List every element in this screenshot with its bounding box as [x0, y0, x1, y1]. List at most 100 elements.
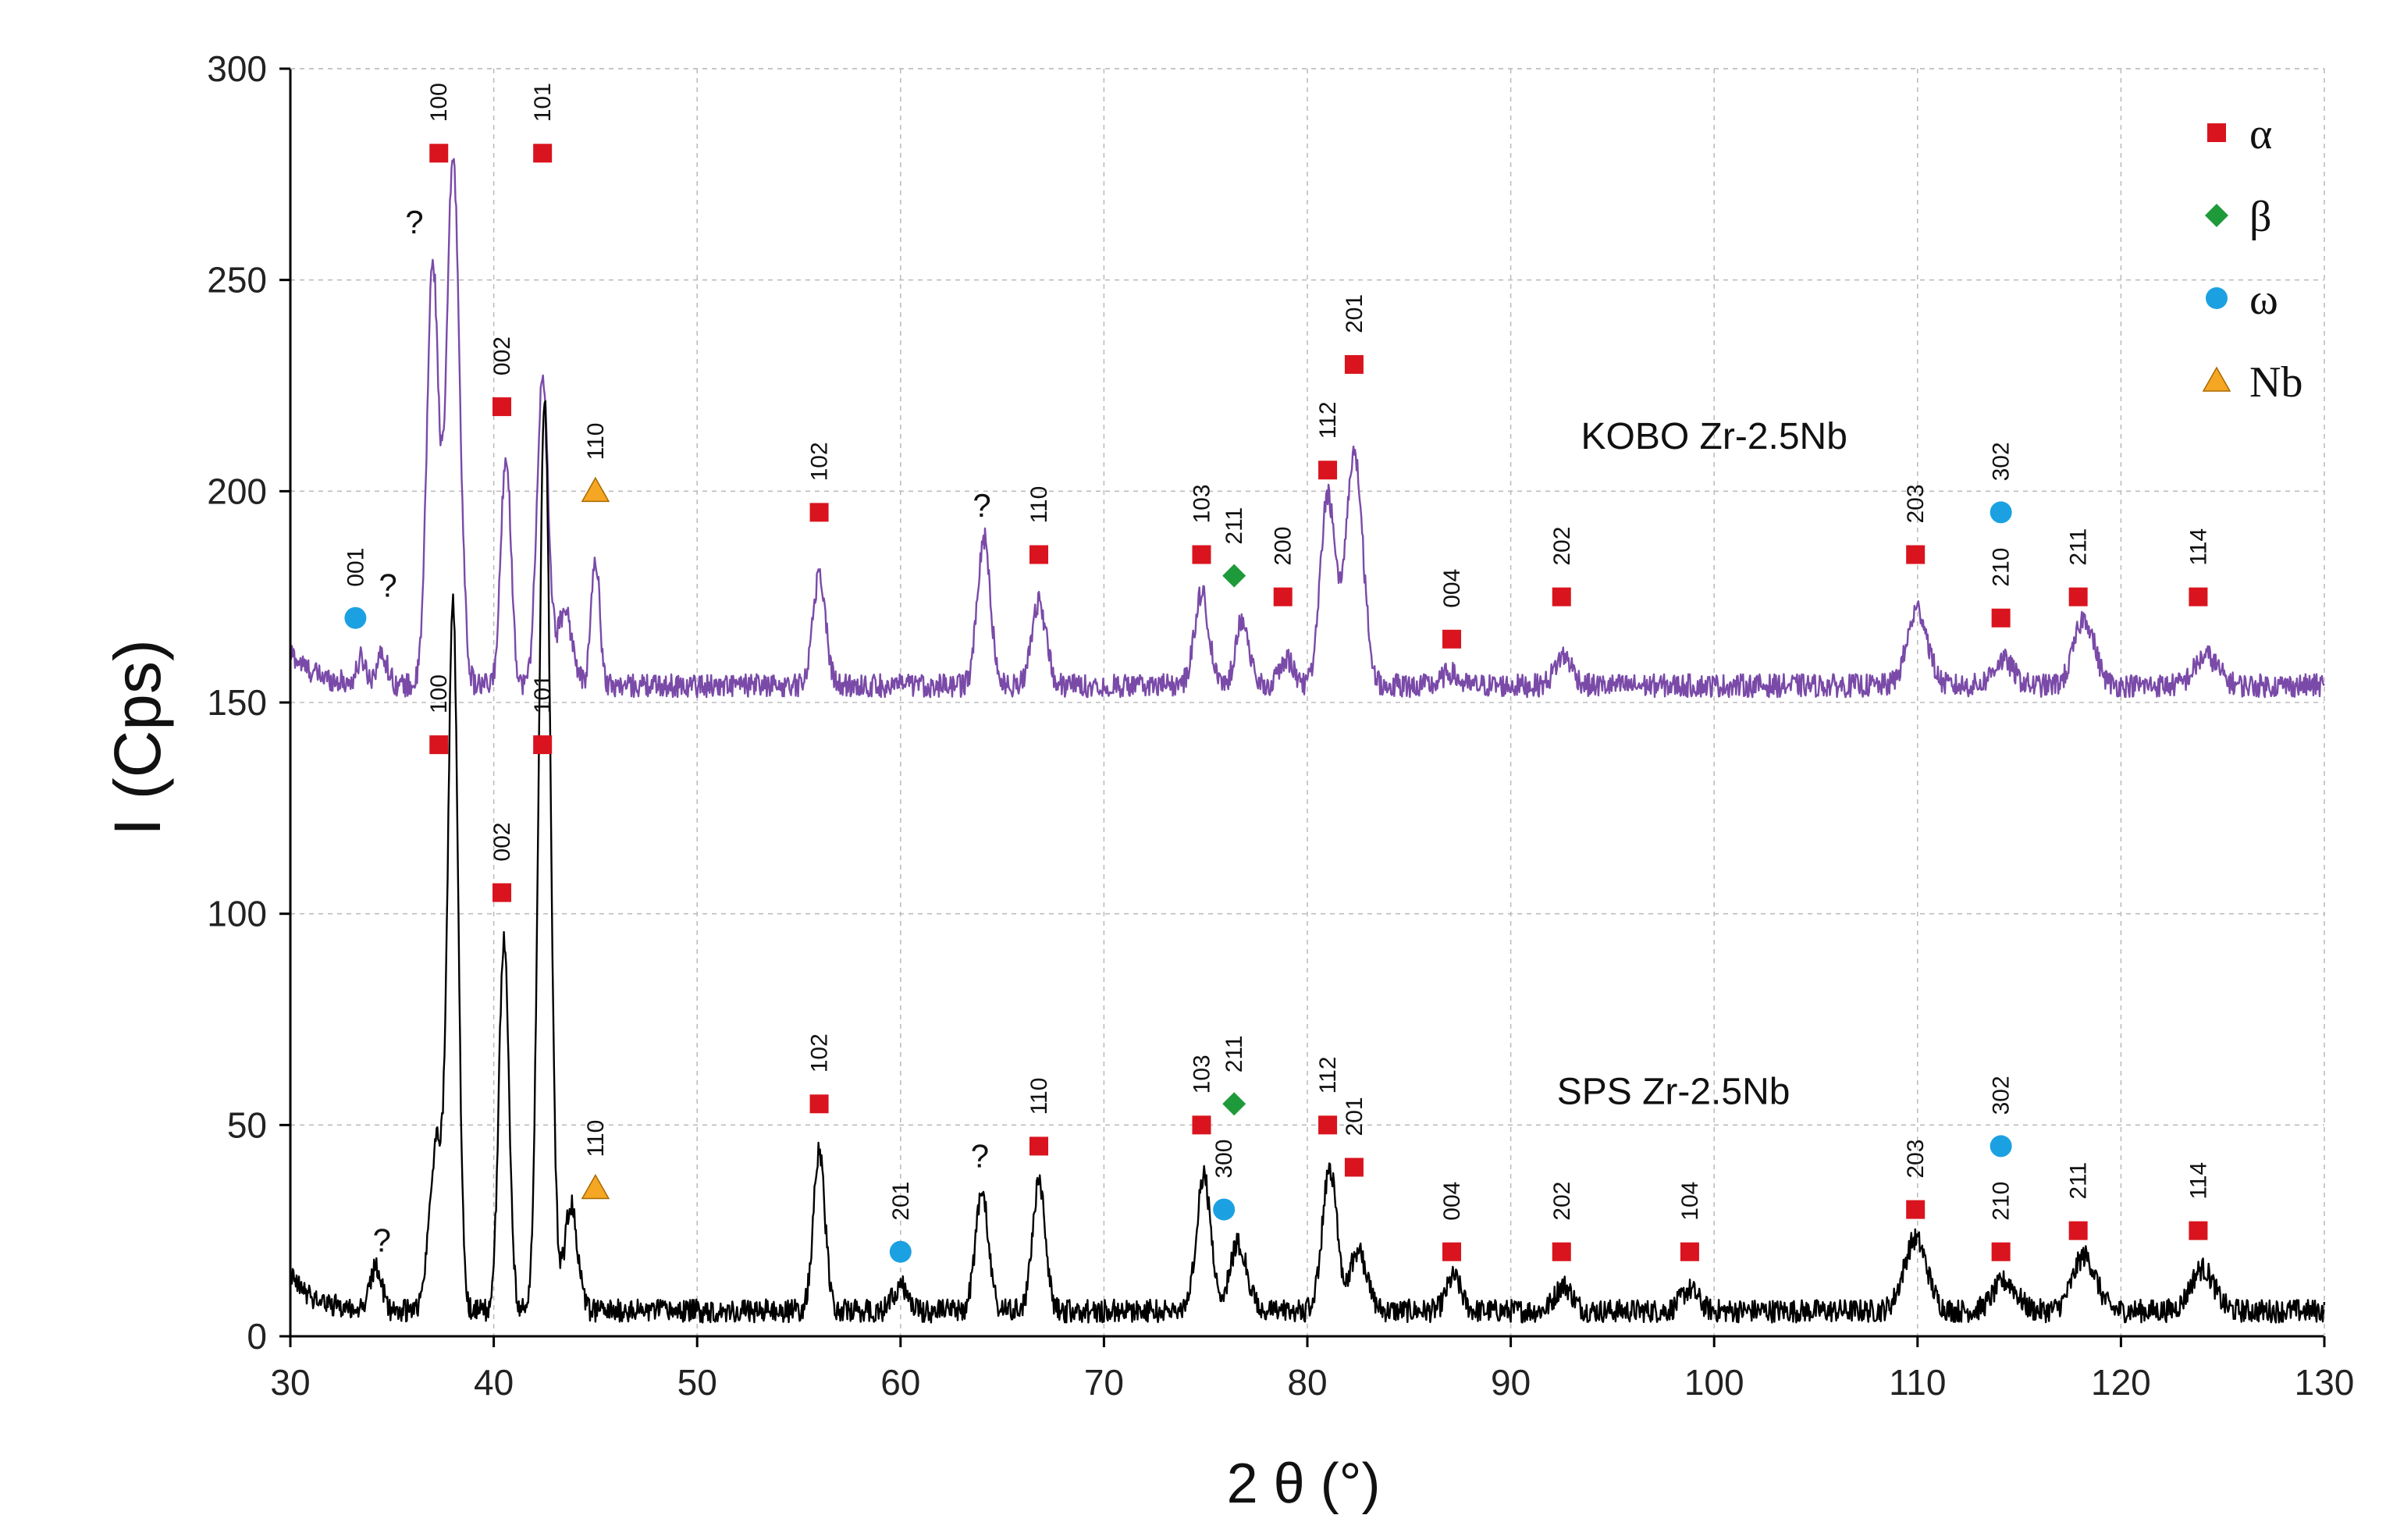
hkl-label: 211	[2066, 528, 2092, 566]
hkl-label: 203	[1903, 484, 1929, 523]
hkl-label: 110	[1026, 486, 1052, 524]
hkl-label: 114	[2185, 528, 2211, 566]
hkl-label: 201	[1342, 294, 1367, 333]
omega-marker	[1990, 501, 2012, 524]
hkl-label: 104	[1677, 1182, 1703, 1221]
hkl-label: 211	[2066, 1162, 2092, 1200]
hkl-label: 112	[1315, 401, 1341, 439]
alpha-marker	[429, 735, 449, 755]
hkl-label: 110	[583, 423, 609, 461]
y-tick-label: 150	[207, 682, 267, 723]
legend-label: α	[2249, 110, 2272, 158]
x-axis-title: 2 θ (°)	[1227, 1453, 1381, 1515]
x-tick-label: 100	[1684, 1362, 1744, 1403]
alpha-marker	[1680, 1242, 1699, 1261]
y-tick-label: 300	[207, 48, 267, 89]
alpha-marker	[1318, 461, 1338, 480]
omega-marker	[1990, 1135, 2012, 1158]
beta-marker	[1222, 564, 1246, 588]
hkl-label: 210	[1989, 548, 2014, 587]
hkl-label: 202	[1549, 527, 1575, 566]
alpha-marker	[1192, 1115, 1211, 1135]
hkl-label: 201	[1342, 1097, 1367, 1136]
x-tick-label: 60	[880, 1362, 920, 1403]
series-lines	[289, 158, 2326, 1324]
x-tick-label: 70	[1084, 1362, 1124, 1403]
hkl-label: 302	[1989, 1076, 2014, 1115]
x-tick-label: 30	[270, 1362, 310, 1403]
hkl-label: 002	[489, 823, 515, 862]
alpha-marker	[1318, 1115, 1338, 1135]
nb-marker	[581, 476, 610, 503]
alpha-marker	[492, 883, 512, 902]
alpha-marker	[1442, 1242, 1462, 1261]
hkl-label: 110	[1026, 1078, 1052, 1115]
hkl-label: 103	[1189, 484, 1214, 523]
hkl-label: 102	[807, 442, 833, 481]
unknown-peak-mark: ?	[971, 1137, 989, 1174]
y-tick-label: 100	[207, 894, 267, 934]
alpha-marker	[1552, 587, 1571, 606]
alpha-marker	[2068, 1221, 2088, 1240]
y-axis-title: I (Cps)	[101, 639, 174, 836]
hkl-label: 110	[583, 1120, 609, 1158]
hkl-label: 001	[343, 548, 368, 587]
series-label: SPS Zr-2.5Nb	[1557, 1071, 1790, 1112]
alpha-marker	[533, 735, 553, 755]
hkl-label: 102	[807, 1033, 833, 1072]
series-line	[289, 158, 2325, 699]
omega-marker	[2206, 287, 2228, 309]
hkl-label: 211	[1221, 507, 1247, 545]
alpha-marker	[809, 1094, 829, 1114]
nb-marker	[581, 1174, 610, 1200]
x-tick-label: 90	[1491, 1362, 1531, 1403]
alpha-marker	[1273, 587, 1293, 606]
alpha-marker	[1552, 1242, 1571, 1261]
alpha-marker	[2189, 1221, 2208, 1240]
hkl-label: 100	[426, 83, 452, 122]
omega-marker	[1213, 1198, 1236, 1221]
hkl-label: 211	[1221, 1035, 1247, 1072]
omega-marker	[344, 606, 367, 629]
omega-marker	[889, 1240, 912, 1263]
hkl-label: 200	[1271, 527, 1296, 566]
alpha-marker	[2189, 587, 2208, 606]
hkl-label: 100	[426, 674, 452, 713]
alpha-marker	[1991, 608, 2011, 628]
series-line	[289, 400, 2326, 1324]
alpha-marker	[1906, 1200, 1926, 1219]
alpha-marker	[1029, 1136, 1049, 1156]
alpha-marker	[1344, 354, 1364, 374]
hkl-label: 002	[489, 336, 515, 375]
series-label: KOBO Zr-2.5Nb	[1581, 416, 1847, 457]
x-tick-label: 130	[2295, 1362, 2355, 1403]
legend-label: ω	[2249, 276, 2278, 324]
alpha-marker	[533, 144, 553, 163]
y-tick-label: 250	[207, 260, 267, 301]
hkl-label: 112	[1315, 1057, 1341, 1094]
hkl-label: 004	[1439, 1182, 1465, 1221]
x-tick-label: 120	[2091, 1362, 2151, 1403]
hkl-label: 210	[1989, 1182, 2014, 1221]
y-tick-label: 200	[207, 471, 267, 511]
x-tick-label: 110	[1889, 1362, 1946, 1403]
unknown-peak-mark: ?	[405, 204, 423, 240]
hkl-label: 300	[1211, 1140, 1237, 1179]
hkl-label: 202	[1549, 1182, 1575, 1221]
unknown-peak-mark: ?	[379, 567, 396, 604]
alpha-marker	[2207, 123, 2226, 142]
alpha-marker	[809, 503, 829, 522]
hkl-label: 302	[1989, 442, 2014, 481]
alpha-marker	[1906, 545, 1926, 564]
annotations: KOBO Zr-2.5Nb SPS Zr-2.5Nb 001 100 002 101 110…	[343, 83, 2211, 1263]
hkl-label: 101	[530, 83, 556, 122]
y-tick-label: 0	[247, 1316, 267, 1357]
y-tick-label: 50	[227, 1104, 267, 1145]
hkl-label: 114	[2185, 1162, 2211, 1200]
x-tick-label: 40	[474, 1362, 514, 1403]
alpha-marker	[2068, 587, 2088, 606]
legend-label: Nb	[2249, 358, 2302, 407]
alpha-marker	[1991, 1242, 2011, 1261]
